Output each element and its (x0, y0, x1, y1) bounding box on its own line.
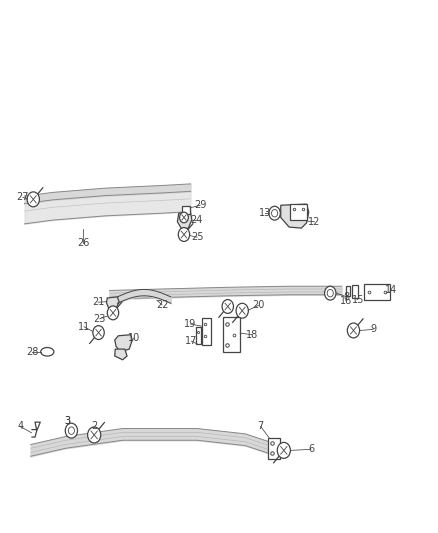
Text: 17: 17 (185, 336, 198, 346)
Text: 20: 20 (252, 301, 265, 310)
Bar (352, 285, 358, 298)
Polygon shape (281, 204, 309, 228)
Bar (346, 286, 350, 296)
Text: 15: 15 (352, 295, 364, 304)
Text: 19: 19 (184, 319, 197, 329)
Circle shape (107, 306, 119, 320)
Text: 3: 3 (64, 416, 70, 425)
Text: 16: 16 (340, 296, 352, 305)
Circle shape (347, 323, 360, 338)
Circle shape (65, 423, 78, 438)
Circle shape (236, 303, 248, 318)
Polygon shape (115, 335, 132, 352)
Text: 3: 3 (64, 416, 70, 425)
Text: 2: 2 (91, 422, 97, 431)
Circle shape (178, 228, 190, 241)
Text: 23: 23 (94, 314, 106, 324)
Text: 29: 29 (194, 200, 206, 210)
Text: 27: 27 (17, 192, 29, 202)
Text: 12: 12 (308, 217, 321, 227)
Text: 28: 28 (26, 347, 39, 357)
Text: 9: 9 (370, 325, 376, 334)
Bar (196, 327, 201, 344)
Circle shape (180, 212, 188, 223)
Circle shape (93, 326, 104, 340)
Circle shape (222, 300, 233, 313)
Text: 26: 26 (77, 238, 89, 247)
Circle shape (27, 192, 39, 207)
Polygon shape (106, 297, 119, 308)
Text: 4: 4 (17, 422, 23, 431)
Text: 6: 6 (308, 445, 314, 454)
Circle shape (277, 442, 290, 458)
Text: 13: 13 (259, 208, 271, 218)
Text: 21: 21 (92, 297, 104, 307)
Text: 10: 10 (128, 333, 141, 343)
Text: 24: 24 (190, 215, 202, 225)
Bar (182, 206, 190, 214)
Bar (290, 204, 307, 220)
Ellipse shape (41, 348, 54, 356)
Circle shape (327, 289, 333, 297)
Text: 14: 14 (385, 286, 397, 295)
Circle shape (325, 286, 336, 300)
Circle shape (88, 427, 101, 443)
Text: 25: 25 (191, 232, 203, 242)
Bar (364, 284, 390, 300)
Text: 8: 8 (344, 292, 350, 302)
Bar (202, 318, 211, 345)
Text: 22: 22 (156, 300, 168, 310)
Bar (223, 317, 240, 352)
Circle shape (68, 427, 74, 434)
Text: 7: 7 (258, 422, 264, 431)
Polygon shape (177, 212, 192, 229)
Polygon shape (115, 349, 127, 360)
Text: 11: 11 (78, 322, 90, 332)
Bar (268, 438, 280, 459)
Circle shape (272, 209, 278, 217)
Text: 18: 18 (246, 330, 258, 340)
Circle shape (269, 206, 280, 220)
